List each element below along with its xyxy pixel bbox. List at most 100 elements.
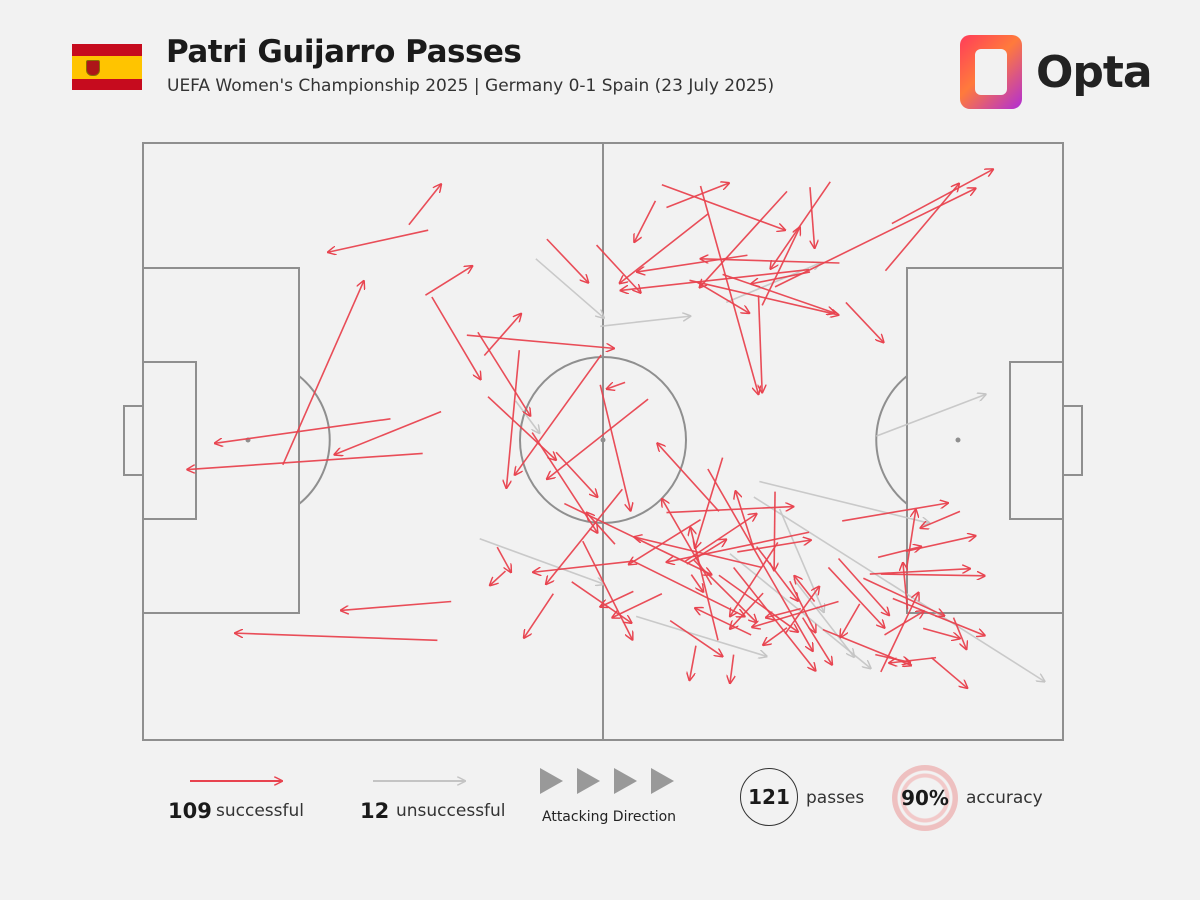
successful-pass-arrow [600, 590, 634, 607]
unsuccessful-pass-arrow [600, 316, 690, 328]
successful-pass-arrow [761, 227, 800, 306]
successful-pass-arrow [689, 279, 838, 315]
direction-arrow-icon [651, 768, 674, 794]
right-six-yard-box [1009, 361, 1064, 520]
successful-pass-arrow [431, 296, 481, 379]
unsuccessful-pass-arrow [635, 615, 767, 656]
successful-pass-arrow [690, 527, 719, 641]
successful-pass-arrow [666, 507, 793, 514]
successful-pass-arrow [582, 540, 633, 640]
successful-pass-arrow [690, 574, 703, 592]
successful-pass-arrow [889, 656, 937, 663]
successful-pass-arrow [483, 314, 521, 357]
successful-pass-arrow [730, 654, 734, 684]
chart-subtitle: UEFA Women's Championship 2025 | Germany… [167, 76, 775, 96]
successful-pass-arrow [884, 184, 959, 272]
flag-stripe-middle [72, 55, 142, 79]
successful-pass-arrow [586, 513, 616, 545]
successful-pass-arrow [637, 254, 748, 272]
unsuccessful-pass-arrow [778, 508, 824, 612]
successful-pass-arrow [905, 536, 976, 553]
left-goal [123, 405, 144, 476]
flag-crest [86, 59, 100, 76]
opta-logo-text: Opta [1036, 46, 1153, 98]
passes-count-badge: 121 [740, 768, 798, 826]
successful-pass-arrow [684, 514, 757, 563]
successful-pass-arrow [892, 597, 985, 636]
passes-label: passes [806, 788, 865, 808]
successful-pass-arrow [827, 566, 884, 627]
successful-pass-arrow [718, 574, 798, 632]
unsuccessful-count: 12 [360, 799, 390, 823]
successful-pass-arrow [334, 410, 442, 455]
successful-pass-arrow [696, 281, 749, 313]
successful-pass-arrow [490, 570, 507, 585]
successful-pass-arrow [506, 350, 521, 488]
successful-pass-arrow [524, 593, 554, 638]
successful-pass-arrow [466, 334, 614, 348]
unsuccessful-passes [479, 258, 1045, 682]
successful-pass-arrow [884, 611, 925, 636]
successful-pass-arrow [930, 657, 967, 688]
unsuccessful-pass-arrow [479, 538, 604, 584]
successful-pass-arrow [730, 592, 764, 629]
successful-pass-arrow [487, 396, 556, 460]
successful-pass-arrow [809, 187, 815, 248]
legend-swatches [190, 768, 674, 794]
attacking-direction-label: Attacking Direction [542, 809, 677, 825]
successful-pass-arrow [880, 574, 985, 576]
successful-pass-arrow [863, 577, 944, 616]
centre-spot [600, 437, 606, 443]
left-penalty-box [142, 267, 300, 614]
unsuccessful-pass-arrow [792, 578, 854, 657]
successful-pass-arrow [425, 266, 472, 296]
successful-pass-arrow [840, 603, 861, 637]
successful-pass-arrow [794, 576, 816, 602]
unsuccessful-pass-arrow [759, 480, 929, 523]
spain-flag-icon [72, 44, 142, 90]
successful-pass-arrow [599, 384, 630, 511]
opta-logo-mark-icon [960, 35, 1022, 109]
successful-pass-arrow [669, 619, 722, 657]
accuracy-badge: 90% [892, 765, 958, 831]
successful-pass-arrow [282, 281, 364, 466]
right-penalty-box [906, 267, 1064, 614]
successful-pass-arrow [751, 271, 811, 284]
successful-pass-arrow [620, 268, 810, 291]
successful-pass-arrow [770, 181, 831, 269]
successful-pass-arrow [620, 213, 709, 283]
successful-pass-arrow [689, 645, 697, 681]
successful-pass-arrow [922, 627, 960, 638]
successful-pass-arrow [533, 560, 636, 572]
successful-pass-arrow [547, 398, 649, 479]
successful-pass-arrow [661, 184, 785, 230]
successful-pass-arrow [607, 381, 626, 389]
successful-pass-arrow [903, 563, 909, 610]
successful-pass-arrow [695, 608, 752, 636]
unsuccessful-pass-arrow [753, 496, 1045, 681]
successful-count: 109 [168, 799, 212, 823]
successful-pass-arrow [699, 185, 759, 394]
chart-title: Patri Guijarro Passes [166, 34, 522, 70]
successful-pass-arrow [555, 451, 597, 497]
right-penalty-spot [955, 437, 961, 443]
direction-arrow-icon [577, 768, 600, 794]
successful-pass-arrow [515, 354, 602, 475]
pitch-lines [123, 142, 1083, 741]
successful-pass-arrow [408, 184, 441, 226]
successful-pass-arrow [215, 418, 391, 443]
successful-pass-arrow [877, 547, 921, 559]
successful-pass-arrow [756, 546, 798, 601]
unsuccessful-pass-arrow [729, 553, 871, 669]
successful-pass-arrow [634, 200, 657, 242]
successful-pass-arrow [477, 331, 530, 416]
successful-pass-arrow [891, 169, 993, 225]
unsuccessful-pass-arrow [875, 394, 985, 437]
successful-pass-arrow [235, 633, 438, 642]
successful-pass-arrow [496, 546, 511, 572]
successful-pass-arrow [666, 531, 810, 562]
successful-pass-arrow [763, 627, 788, 645]
left-penalty-arc [298, 375, 331, 505]
left-six-yard-box [142, 361, 197, 520]
